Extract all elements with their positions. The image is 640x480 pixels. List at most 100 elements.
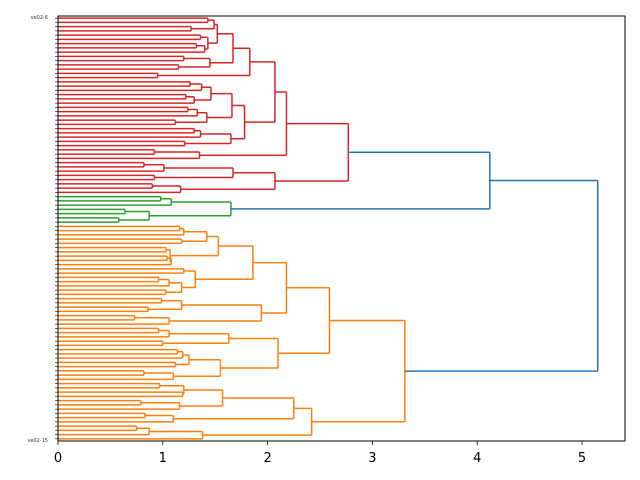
dendrogram-link-cluster-red bbox=[58, 72, 159, 79]
x-tick-label: 2 bbox=[263, 451, 271, 466]
x-tick-label: 3 bbox=[368, 451, 376, 466]
dendrogram-link-cluster-orange bbox=[58, 238, 183, 245]
dendrogram-link-cluster-red bbox=[58, 174, 156, 181]
dendrogram-link-cluster-green bbox=[58, 208, 126, 215]
leaf-label-bottom: ve02-15 bbox=[27, 438, 48, 444]
dendrogram-link-cluster-orange bbox=[58, 340, 164, 347]
dendrogram-link-cluster-orange bbox=[58, 430, 204, 440]
dendrogram-link-cluster-red bbox=[58, 45, 206, 53]
dendrogram-link-cluster-red bbox=[194, 86, 212, 101]
dendrogram-link-cluster-red bbox=[58, 17, 209, 24]
dendrogram-link-cluster-red bbox=[58, 161, 145, 168]
dendrogram-link-cluster-orange bbox=[173, 358, 222, 377]
dendrogram-link-cluster-red bbox=[58, 151, 201, 160]
dendrogram-link-cluster-red bbox=[58, 108, 199, 117]
dendrogram-links bbox=[58, 17, 599, 440]
dendrogram-link-cluster-orange bbox=[58, 399, 142, 406]
dendrogram-link-cluster-orange bbox=[311, 319, 406, 423]
dendrogram-link-cluster-green bbox=[118, 210, 150, 221]
dendrogram-link-cluster-orange bbox=[195, 245, 254, 280]
dendrogram-link-cluster-red bbox=[184, 133, 232, 145]
dendrogram-link-cluster-orange bbox=[58, 327, 160, 334]
dendrogram-link-cluster-orange bbox=[58, 351, 184, 359]
dendrogram-link-cluster-red bbox=[230, 104, 246, 140]
dendrogram-link-cluster-orange bbox=[58, 314, 136, 321]
dendrogram-link-cluster-orange bbox=[173, 397, 295, 420]
dendrogram-link-cluster-orange bbox=[179, 389, 224, 407]
x-tick-label: 0 bbox=[54, 451, 62, 466]
dendrogram-link-cluster-red bbox=[58, 185, 182, 194]
dendrogram-link-cluster-red bbox=[58, 81, 191, 87]
x-axis: 0 1 2 3 4 5 bbox=[54, 441, 586, 466]
dendrogram-link-cluster-orange bbox=[159, 385, 185, 395]
dendrogram-link-cluster-orange bbox=[58, 329, 170, 338]
dendrogram-link-cluster-red bbox=[274, 122, 350, 182]
dendrogram-link-above-threshold bbox=[404, 179, 599, 372]
dendrogram-link-cluster-red bbox=[58, 140, 186, 147]
dendrogram-link-cluster-red bbox=[58, 83, 203, 92]
dendrogram-link-cluster-orange bbox=[58, 372, 175, 381]
dendrogram-link-cluster-green bbox=[58, 195, 162, 202]
dendrogram-link-cluster-orange bbox=[58, 255, 168, 262]
dendrogram-link-cluster-orange bbox=[165, 249, 172, 263]
dendrogram-link-cluster-orange bbox=[148, 300, 183, 310]
dendrogram-link-cluster-red bbox=[58, 164, 165, 172]
x-tick-label: 1 bbox=[159, 451, 167, 466]
dendrogram-link-cluster-orange bbox=[58, 361, 177, 368]
dendrogram-link-cluster-orange bbox=[58, 278, 170, 287]
dendrogram-link-cluster-red bbox=[154, 167, 234, 179]
dendrogram-link-cluster-red bbox=[58, 106, 189, 113]
dendrogram-link-cluster-red bbox=[200, 36, 209, 50]
dendrogram-link-cluster-orange bbox=[58, 306, 149, 313]
dendrogram-link-cluster-red bbox=[58, 130, 202, 138]
x-tick-label: 4 bbox=[473, 451, 481, 466]
dendrogram-link-cluster-red bbox=[191, 19, 215, 30]
dendrogram-link-cluster-orange bbox=[202, 407, 313, 436]
dendrogram-link-cluster-red bbox=[58, 93, 187, 100]
dendrogram-link-cluster-orange bbox=[58, 402, 181, 410]
dendrogram-link-cluster-red bbox=[58, 25, 192, 32]
dendrogram-link-cluster-orange bbox=[181, 230, 208, 242]
dendrogram-link-cluster-orange bbox=[165, 281, 183, 293]
dendrogram-link-cluster-orange bbox=[58, 268, 185, 274]
dendrogram-link-cluster-red bbox=[175, 111, 208, 123]
dendrogram-link-cluster-orange bbox=[58, 382, 161, 389]
dendrogram-link-cluster-orange bbox=[58, 257, 172, 266]
dendrogram-link-cluster-orange bbox=[58, 412, 146, 419]
x-tick-label: 5 bbox=[578, 451, 586, 466]
dendrogram-link-cluster-orange bbox=[278, 287, 331, 354]
dendrogram-link-cluster-orange bbox=[58, 348, 179, 355]
dendrogram-link-cluster-red bbox=[58, 96, 195, 104]
leaf-labels bbox=[55, 17, 58, 440]
dendrogram-link-cluster-red bbox=[58, 149, 156, 155]
dendrogram-link-cluster-red bbox=[58, 119, 177, 126]
dendrogram-link-cluster-orange bbox=[220, 337, 279, 369]
dendrogram-link-cluster-orange bbox=[58, 225, 181, 232]
dendrogram-link-cluster-red bbox=[180, 171, 276, 190]
dendrogram-link-cluster-red bbox=[58, 64, 180, 70]
dendrogram-link-cluster-orange bbox=[58, 276, 160, 283]
dendrogram-link-cluster-orange bbox=[162, 332, 230, 344]
dendrogram-link-cluster-orange bbox=[58, 246, 167, 253]
plot-frame bbox=[57, 15, 626, 442]
dendrogram-link-cluster-red bbox=[199, 91, 288, 156]
dendrogram-link-cluster-orange bbox=[58, 391, 184, 398]
dendrogram-link-cluster-orange bbox=[169, 304, 263, 322]
dendrogram-link-cluster-orange bbox=[58, 317, 170, 325]
dendrogram-link-cluster-orange bbox=[58, 297, 163, 304]
dendrogram-link-cluster-red bbox=[209, 33, 234, 64]
dendrogram-link-cluster-red bbox=[58, 55, 185, 62]
dendrogram-link-cluster-orange bbox=[58, 289, 167, 296]
dendrogram-link-cluster-green bbox=[58, 198, 172, 206]
dendrogram-link-cluster-red bbox=[58, 127, 195, 134]
dendrogram-link-above-threshold bbox=[230, 151, 491, 210]
dendrogram-link-cluster-orange bbox=[58, 370, 145, 376]
dendrogram-link-cluster-orange bbox=[58, 427, 150, 436]
dendrogram-link-cluster-red bbox=[58, 42, 198, 49]
dendrogram-link-cluster-red bbox=[207, 23, 219, 44]
dendrogram-link-cluster-orange bbox=[170, 235, 220, 257]
dendrogram-link-cluster-red bbox=[58, 34, 202, 41]
dendrogram-link-cluster-orange bbox=[58, 414, 175, 423]
dendrogram-link-cluster-orange bbox=[58, 227, 185, 236]
